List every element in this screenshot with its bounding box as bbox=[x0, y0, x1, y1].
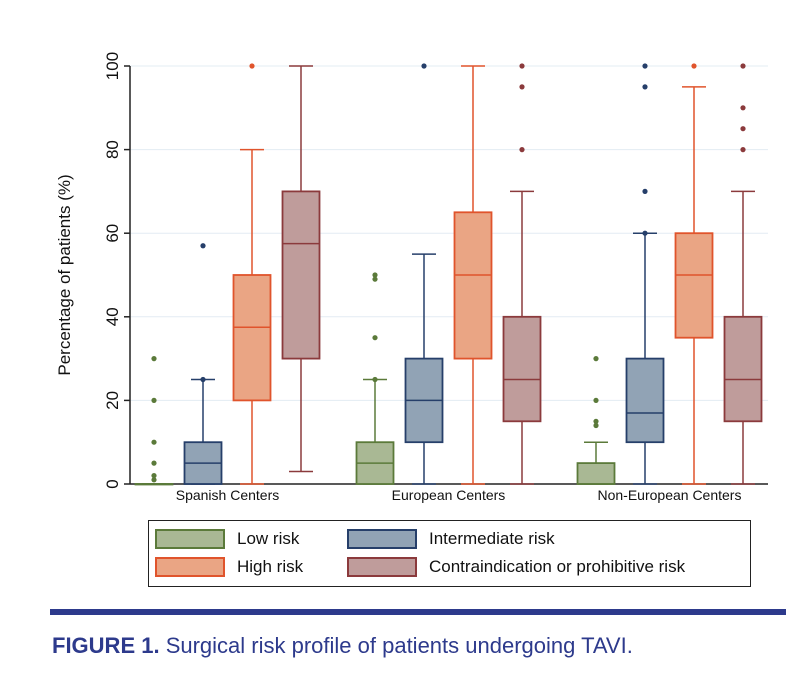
y-tick-label: 40 bbox=[103, 307, 122, 326]
box bbox=[232, 274, 272, 402]
outlier-point bbox=[593, 356, 599, 362]
outlier-point bbox=[593, 418, 599, 424]
legend-item-low-risk: Low risk bbox=[155, 529, 299, 549]
legend-swatch bbox=[347, 557, 417, 577]
y-tick-label: 100 bbox=[103, 52, 122, 80]
legend-item-high-risk: High risk bbox=[155, 557, 303, 577]
outlier-point bbox=[740, 105, 746, 111]
legend-label: Contraindication or prohibitive risk bbox=[429, 557, 686, 576]
legend-label: High risk bbox=[237, 557, 304, 576]
legend-swatch bbox=[155, 529, 225, 549]
outlier-point bbox=[151, 439, 157, 445]
outlier-point bbox=[421, 63, 427, 69]
outlier-point bbox=[740, 63, 746, 69]
outlier-point bbox=[151, 397, 157, 403]
outlier-point bbox=[200, 376, 206, 383]
y-tick-label: 20 bbox=[103, 391, 122, 410]
outlier-point bbox=[151, 477, 157, 483]
outlier-point bbox=[519, 63, 525, 69]
boxplot-chart: 0 20 40 60 80 100 Percentage of patients (%) Sp… bbox=[55, 52, 768, 503]
outlier-point bbox=[200, 243, 206, 249]
outlier-point bbox=[642, 230, 648, 236]
outlier-point bbox=[151, 473, 157, 479]
outlier-point bbox=[372, 376, 378, 383]
box bbox=[674, 232, 714, 339]
box bbox=[576, 462, 616, 485]
caption-text: Surgical risk profile of patients underg… bbox=[159, 633, 633, 658]
legend-item-intermediate-risk: Intermediate risk bbox=[347, 529, 555, 549]
outlier-point bbox=[151, 356, 157, 362]
y-tick-label: 80 bbox=[103, 140, 122, 159]
box bbox=[281, 190, 321, 360]
legend-swatch bbox=[155, 557, 225, 577]
legend-label: Intermediate risk bbox=[429, 529, 555, 548]
outlier-point bbox=[740, 147, 746, 153]
outlier-point bbox=[372, 276, 378, 282]
figure-caption: FIGURE 1. Surgical risk profile of patie… bbox=[52, 633, 633, 659]
caption-label: FIGURE 1. bbox=[52, 633, 160, 658]
legend-label: Low risk bbox=[237, 529, 300, 548]
box bbox=[453, 211, 493, 360]
y-tick-label: 60 bbox=[103, 224, 122, 243]
legend-swatch bbox=[347, 529, 417, 549]
outlier-point bbox=[691, 63, 697, 69]
outlier-point bbox=[151, 460, 157, 466]
y-tick-label: 0 bbox=[103, 479, 122, 488]
box bbox=[625, 357, 665, 444]
outlier-point bbox=[372, 272, 378, 278]
outlier-point bbox=[249, 63, 255, 69]
x-category-label: European Centers bbox=[392, 487, 506, 503]
outlier-point bbox=[372, 335, 378, 341]
outlier-point bbox=[642, 63, 648, 69]
outlier-point bbox=[740, 126, 746, 132]
box bbox=[502, 315, 542, 423]
legend: Low risk Intermediate risk High risk Con… bbox=[148, 520, 751, 587]
outlier-point bbox=[642, 84, 648, 90]
x-category-label: Non-European Centers bbox=[598, 487, 742, 503]
box bbox=[723, 315, 763, 423]
divider bbox=[50, 609, 786, 615]
outlier-point bbox=[593, 397, 599, 403]
outlier-point bbox=[519, 84, 525, 90]
outlier-point bbox=[593, 422, 599, 429]
outlier-point bbox=[642, 188, 648, 194]
x-category-label: Spanish Centers bbox=[176, 487, 280, 503]
outlier-point bbox=[519, 147, 525, 153]
y-axis-label: Percentage of patients (%) bbox=[55, 174, 74, 375]
legend-item-contraindication: Contraindication or prohibitive risk bbox=[347, 557, 685, 577]
